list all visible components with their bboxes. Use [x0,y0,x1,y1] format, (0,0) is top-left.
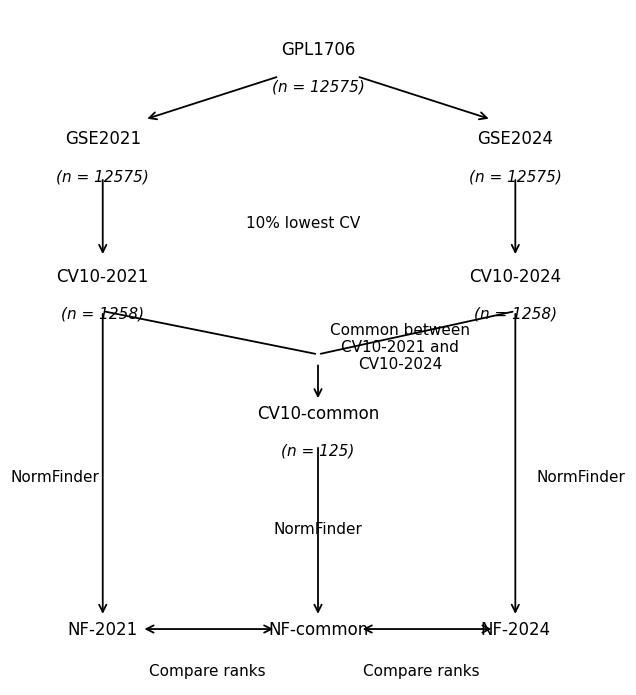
Text: (n = 1258): (n = 1258) [61,306,144,321]
Text: CV10-2021: CV10-2021 [57,268,149,286]
Text: (n = 12575): (n = 12575) [272,80,364,95]
Text: NormFinder: NormFinder [537,471,626,486]
Text: CV10-2024: CV10-2024 [469,268,562,286]
Text: GSE2021: GSE2021 [65,131,141,148]
Text: GPL1706: GPL1706 [281,41,355,59]
Text: NF-common: NF-common [268,621,368,639]
Text: NF-2021: NF-2021 [67,621,138,639]
Text: 10% lowest CV: 10% lowest CV [246,216,360,231]
Text: Compare ranks: Compare ranks [363,664,479,679]
Text: NormFinder: NormFinder [10,471,99,486]
Text: NormFinder: NormFinder [273,522,363,537]
Text: NF-2024: NF-2024 [480,621,550,639]
Text: GSE2024: GSE2024 [478,131,553,148]
Text: CV10-common: CV10-common [257,405,379,423]
Text: (n = 125): (n = 125) [281,443,355,459]
Text: Compare ranks: Compare ranks [149,664,266,679]
Text: (n = 1258): (n = 1258) [474,306,557,321]
Text: Common between
CV10-2021 and
CV10-2024: Common between CV10-2021 and CV10-2024 [330,322,470,373]
Text: (n = 12575): (n = 12575) [469,169,562,184]
Text: (n = 12575): (n = 12575) [57,169,149,184]
